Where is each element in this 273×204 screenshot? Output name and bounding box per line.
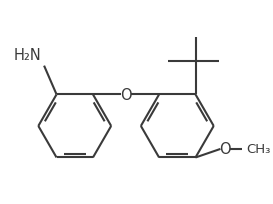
- Text: CH₃: CH₃: [246, 143, 271, 156]
- Text: O: O: [120, 88, 132, 102]
- Text: H₂N: H₂N: [13, 48, 41, 62]
- Text: O: O: [219, 142, 231, 157]
